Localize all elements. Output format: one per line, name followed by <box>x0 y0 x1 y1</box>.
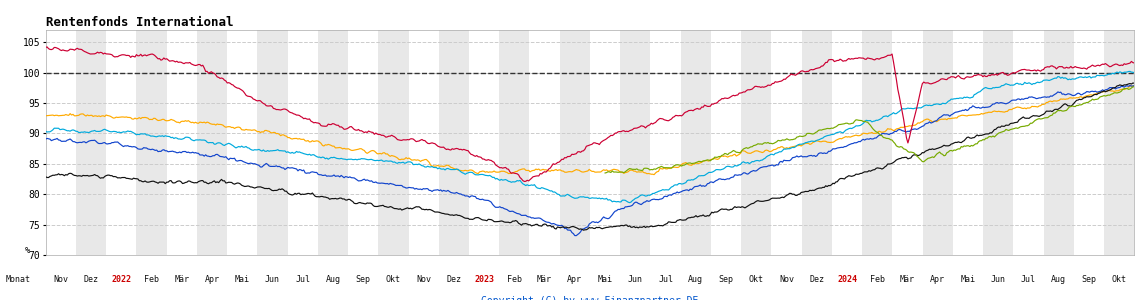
Bar <box>922 30 953 255</box>
Text: Okt: Okt <box>385 275 401 284</box>
Text: Nov: Nov <box>779 275 795 284</box>
Bar <box>197 30 227 255</box>
Text: Sep: Sep <box>718 275 733 284</box>
Bar <box>76 30 106 255</box>
Text: Jun: Jun <box>628 275 643 284</box>
Bar <box>983 30 1013 255</box>
Bar <box>318 30 348 255</box>
Text: Okt: Okt <box>1112 275 1126 284</box>
Text: Mai: Mai <box>961 275 976 284</box>
Text: Nov: Nov <box>54 275 68 284</box>
Bar <box>741 30 772 255</box>
Text: Sep: Sep <box>1082 275 1097 284</box>
Text: Nov: Nov <box>416 275 431 284</box>
Bar <box>258 30 287 255</box>
Bar <box>560 30 591 255</box>
Text: Jun: Jun <box>264 275 280 284</box>
Text: Feb: Feb <box>144 275 158 284</box>
Text: Rentenfonds International: Rentenfonds International <box>46 16 233 29</box>
Text: Jun: Jun <box>991 275 1005 284</box>
Text: Jul: Jul <box>658 275 673 284</box>
Text: Copyright (C) by www.Finanzpartner.DE: Copyright (C) by www.Finanzpartner.DE <box>481 296 699 300</box>
Text: Apr: Apr <box>930 275 945 284</box>
Text: Aug: Aug <box>689 275 703 284</box>
Bar <box>137 30 166 255</box>
Bar <box>499 30 529 255</box>
Text: Apr: Apr <box>204 275 219 284</box>
Text: 2024: 2024 <box>837 275 857 284</box>
Text: Mär: Mär <box>899 275 915 284</box>
Text: Aug: Aug <box>325 275 341 284</box>
Text: Jul: Jul <box>295 275 310 284</box>
Text: Apr: Apr <box>568 275 583 284</box>
Bar <box>1104 30 1134 255</box>
Bar <box>439 30 469 255</box>
Text: 2022: 2022 <box>112 275 131 284</box>
Bar <box>801 30 832 255</box>
Text: Feb: Feb <box>507 275 522 284</box>
Text: Dez: Dez <box>809 275 824 284</box>
Text: Dez: Dez <box>447 275 462 284</box>
Text: %: % <box>25 246 31 255</box>
Text: Sep: Sep <box>356 275 370 284</box>
Bar <box>378 30 408 255</box>
Text: Mai: Mai <box>235 275 250 284</box>
Bar <box>1043 30 1074 255</box>
Text: 2023: 2023 <box>474 275 494 284</box>
Text: Feb: Feb <box>870 275 885 284</box>
Text: Mär: Mär <box>537 275 552 284</box>
Bar <box>681 30 711 255</box>
Text: Okt: Okt <box>749 275 764 284</box>
Text: Monat: Monat <box>6 275 31 284</box>
Text: Jul: Jul <box>1021 275 1036 284</box>
Bar <box>620 30 651 255</box>
Bar <box>862 30 893 255</box>
Text: Mai: Mai <box>597 275 612 284</box>
Text: Aug: Aug <box>1051 275 1066 284</box>
Text: Dez: Dez <box>83 275 98 284</box>
Text: Mär: Mär <box>174 275 189 284</box>
